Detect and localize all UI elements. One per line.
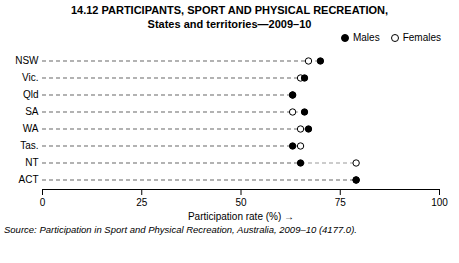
svg-text:75: 75	[335, 197, 347, 208]
svg-text:0: 0	[40, 197, 46, 208]
svg-text:Tas.: Tas.	[20, 140, 38, 151]
svg-text:50: 50	[235, 197, 247, 208]
svg-text:Vic.: Vic.	[22, 72, 39, 83]
svg-text:25: 25	[136, 197, 148, 208]
html-text:Females: Females	[402, 32, 441, 43]
svg-text:NT: NT	[25, 157, 38, 168]
svg-text:SA: SA	[25, 106, 39, 117]
html-text:States and territories—2009–10: States and territories—2009–10	[147, 18, 312, 30]
svg-text:Participation rate (%) →: Participation rate (%) →	[188, 211, 294, 222]
svg-text:100: 100	[431, 197, 448, 208]
svg-text:WA: WA	[23, 123, 39, 134]
svg-text:ACT: ACT	[19, 174, 39, 185]
html-text:Males: Males	[353, 32, 380, 43]
html-text:14.12 PARTICIPANTS, SPORT AND: 14.12 PARTICIPANTS, SPORT AND PHYSICAL R…	[70, 4, 389, 16]
svg-text:Qld: Qld	[23, 89, 39, 100]
svg-text:NSW: NSW	[15, 55, 39, 66]
html-text:Source: Participation in Sport: Source: Participation in Sport and Physi…	[4, 224, 357, 235]
